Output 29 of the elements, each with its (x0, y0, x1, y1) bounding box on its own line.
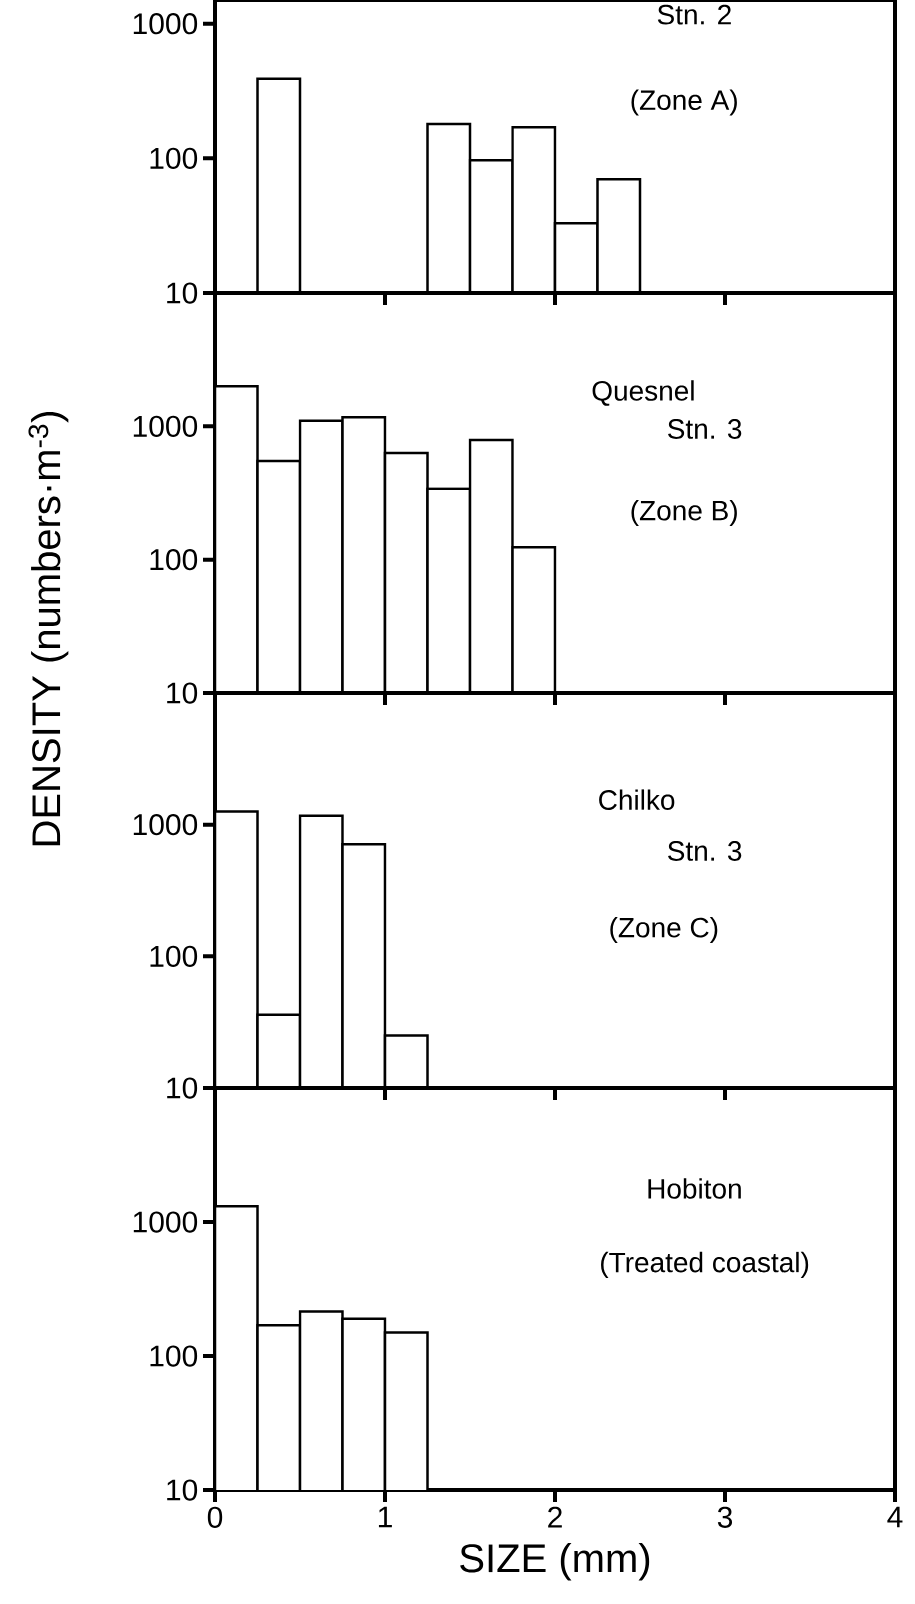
annotation: (Zone A) (631, 89, 737, 116)
annotation: Quesnel (592, 380, 694, 406)
y-tick-label: 10 (167, 282, 198, 304)
y-tick-label: 1000 (133, 1211, 198, 1233)
annotation: Chilko (599, 789, 675, 810)
annotation: (Zone B) (631, 499, 737, 527)
annotation: Stn. 3 (668, 841, 742, 861)
annotation: (Zone C) (610, 916, 718, 944)
y-axis-title: DENSITY (numbers·m$^{-3}$) (28, 412, 69, 846)
y-tick-label: 100 (150, 147, 198, 169)
y-tick-label: 10 (167, 682, 198, 704)
y-tick-label: 1000 (133, 415, 198, 437)
annotation: Stn. 3 (668, 419, 742, 439)
y-tick-label: 10 (167, 1077, 198, 1099)
y-tick-label: 100 (150, 1345, 198, 1367)
y-tick-label: 1000 (133, 814, 198, 836)
x-tick-label: 0 (207, 1506, 223, 1528)
x-tick-label: 2 (548, 1506, 562, 1528)
y-tick-label: 10 (167, 1479, 198, 1501)
x-tick-label: 4 (887, 1506, 903, 1528)
x-tick-label: 3 (717, 1506, 733, 1528)
y-tick-label: 100 (150, 549, 198, 571)
x-tick-label: 1 (378, 1506, 392, 1528)
x-axis-title: SIZE (mm) (460, 1543, 650, 1581)
annotation: Hobiton (648, 1178, 741, 1199)
y-tick-label: 1000 (133, 13, 198, 35)
annotation: (Treated coastal) (601, 1251, 809, 1278)
y-tick-label: 100 (150, 945, 198, 967)
annotation: Stn. 2 (657, 4, 731, 25)
